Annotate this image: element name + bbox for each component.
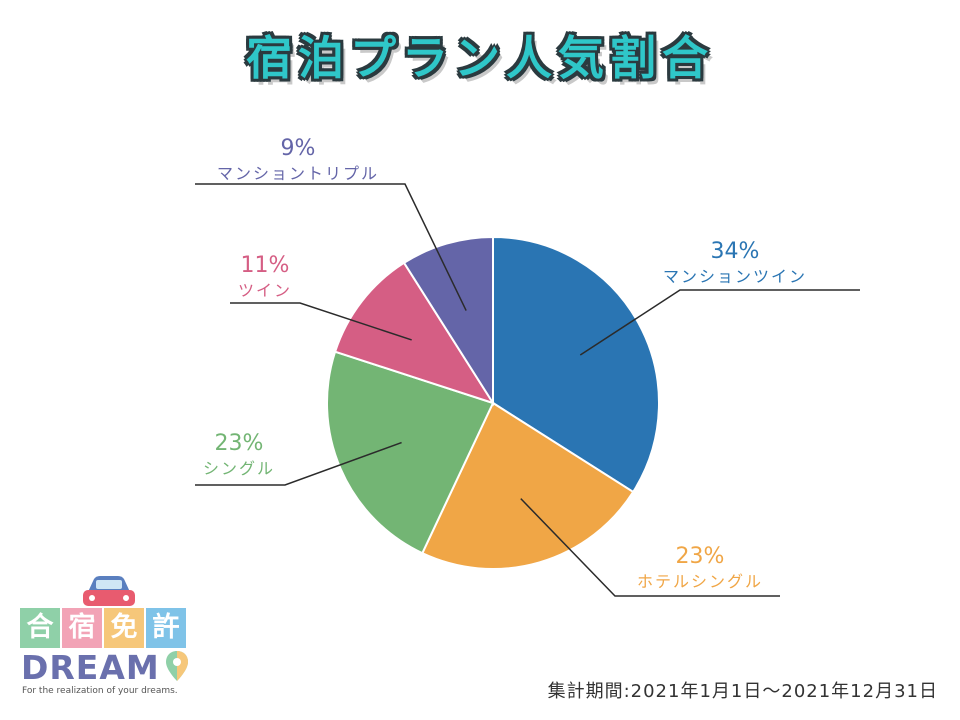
slice-percent-label-1: 34% — [711, 239, 760, 264]
logo-char-4: 許 — [146, 608, 186, 648]
leader-line-1 — [579, 289, 860, 356]
logo: 合 宿 免 許 DREAM For the realization of you… — [20, 574, 200, 704]
leader-line-3 — [195, 441, 402, 486]
leader-line-2 — [520, 498, 780, 597]
slice-name-label-3: シングル — [203, 459, 275, 478]
pie-slice-2 — [420, 401, 635, 570]
leader-line-5 — [195, 183, 467, 311]
slice-percent-label-5: 9% — [281, 136, 316, 161]
logo-tagline: For the realization of your dreams. — [22, 686, 178, 696]
slice-labels: 34% マンションツイン 23% ホテルシングル 23% シングル 11% ツイン 9% マンショ… — [203, 136, 807, 591]
slice-percent-label-3: 23% — [215, 431, 264, 456]
logo-char-3: 免 — [104, 608, 144, 648]
car-icon — [83, 576, 135, 606]
chart-title: 宿泊プラン人気割合 — [246, 31, 714, 85]
slice-name-label-1: マンションツイン — [663, 267, 807, 286]
slice-name-label-2: ホテルシングル — [637, 572, 763, 591]
pie-slices — [326, 235, 660, 570]
slice-name-label-5: マンショントリプル — [217, 164, 379, 183]
period-text: 集計期間:2021年1月1日～2021年12月31日 — [547, 681, 938, 702]
leader-lines — [195, 183, 860, 597]
slice-name-label-4: ツイン — [238, 281, 292, 300]
logo-dream: DREAM — [21, 648, 160, 687]
logo-char-1: 合 — [20, 608, 60, 648]
slice-percent-label-2: 23% — [676, 544, 725, 569]
logo-char-2: 宿 — [62, 608, 102, 648]
map-pin-icon — [166, 651, 188, 681]
slice-percent-label-4: 11% — [241, 253, 290, 278]
pie-slice-3 — [326, 350, 495, 555]
leader-line-4 — [230, 302, 412, 341]
pie-slice-5 — [402, 235, 494, 407]
pie-slice-4 — [333, 261, 496, 405]
